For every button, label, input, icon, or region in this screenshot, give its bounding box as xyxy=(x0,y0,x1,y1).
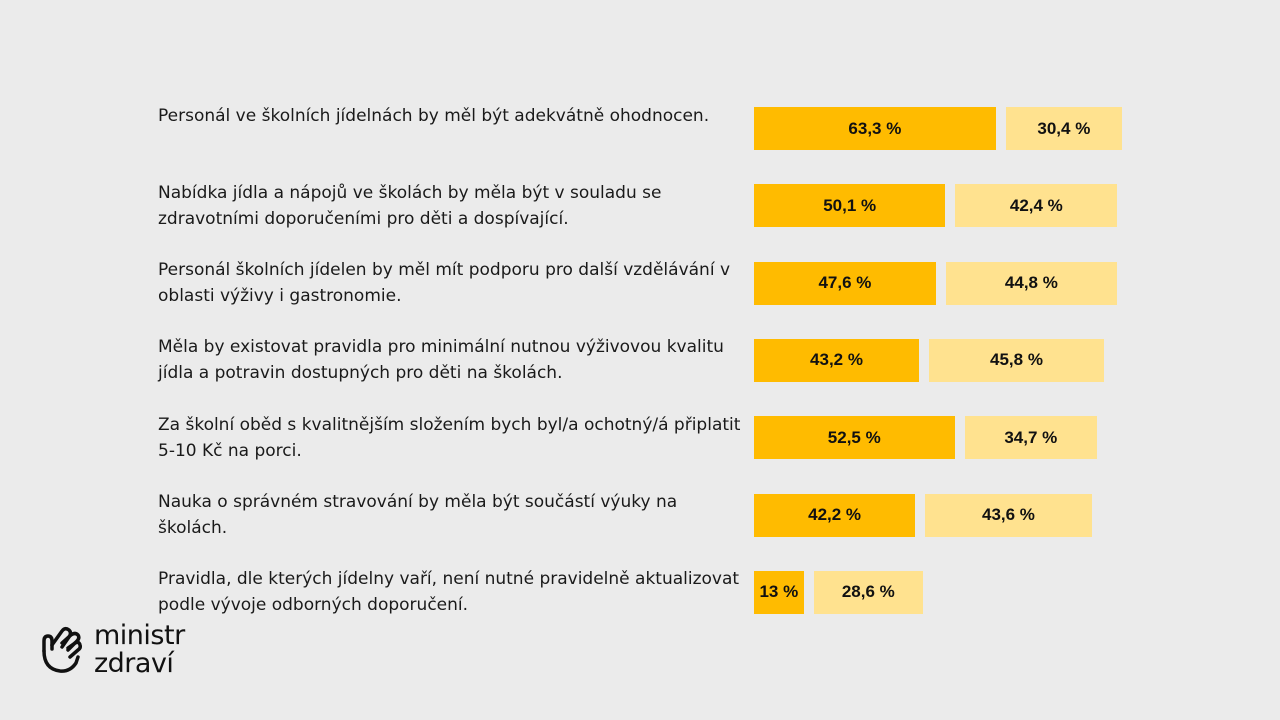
data-label: 13 % xyxy=(759,582,799,602)
category-label: Personál ve školních jídelnách by měl bý… xyxy=(158,105,710,126)
bar-series_a: 63,3 % xyxy=(754,107,996,150)
logo-line-1: ministr xyxy=(94,620,185,651)
bar-series_a: 42,2 % xyxy=(754,493,916,537)
data-label: 43,2 % xyxy=(810,350,863,370)
logo-line-2: zdraví xyxy=(94,648,174,679)
bar-series_b: 30,4 % xyxy=(1005,107,1122,150)
category-label: Personál školních jídelen by měl mít pod… xyxy=(158,260,731,307)
bar-series_a: 47,6 % xyxy=(754,261,936,305)
data-label: 47,6 % xyxy=(818,273,872,293)
bar-series_a: 13 % xyxy=(754,570,804,614)
bar-series_b: 44,8 % xyxy=(945,261,1117,305)
logo: ministr zdraví xyxy=(38,622,185,678)
category-label: Pravidla, dle kterých jídelny vaří, není… xyxy=(158,569,740,616)
bar-series_b: 43,6 % xyxy=(925,493,1092,537)
bar-series_a: 52,5 % xyxy=(754,416,955,460)
bar-series_a: 50,1 % xyxy=(754,184,946,228)
data-label: 63,3 % xyxy=(848,118,902,138)
bar-series_a: 43,2 % xyxy=(754,338,920,382)
logo-text: ministr zdraví xyxy=(94,622,185,678)
category-label: Měla by existovat pravidla pro minimální… xyxy=(158,337,724,384)
category-label: Nauka o správném stravování by měla být … xyxy=(158,492,678,538)
data-label: 34,7 % xyxy=(1004,427,1058,447)
data-label: 42,4 % xyxy=(1009,195,1063,215)
bar-series_b: 45,8 % xyxy=(929,338,1104,382)
bar-series_b: 42,4 % xyxy=(955,184,1118,228)
hand-icon xyxy=(42,626,82,673)
data-label: 45,8 % xyxy=(990,350,1043,370)
category-label: Za školní oběd s kvalitnějším složením b… xyxy=(158,414,741,461)
data-label: 43,6 % xyxy=(982,505,1035,524)
category-label: Nabídka jídla a nápojů ve školách by měl… xyxy=(158,182,662,229)
data-label: 52,5 % xyxy=(827,427,881,447)
data-label: 42,2 % xyxy=(808,505,862,524)
bar-series_b: 34,7 % xyxy=(964,416,1098,460)
bar-series_b: 28,6 % xyxy=(813,570,923,614)
data-label: 50,1 % xyxy=(823,195,877,215)
data-label: 44,8 % xyxy=(1004,273,1058,293)
data-label: 30,4 % xyxy=(1037,118,1091,138)
data-label: 28,6 % xyxy=(841,582,895,602)
